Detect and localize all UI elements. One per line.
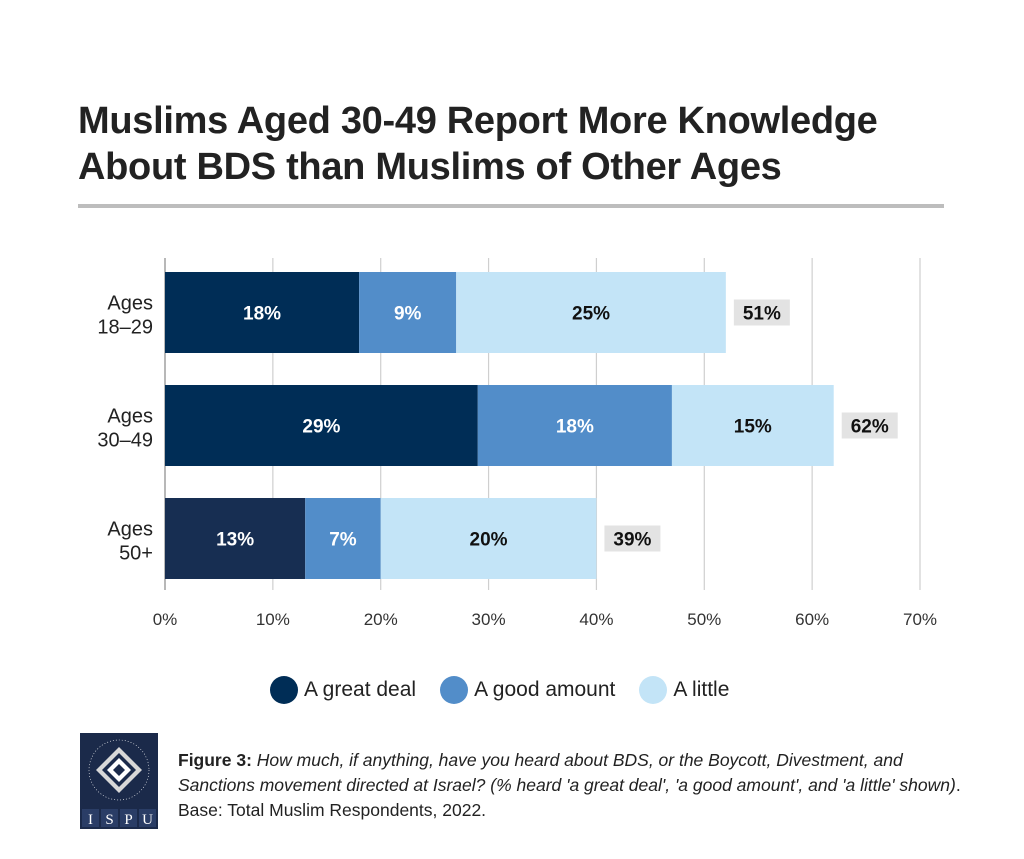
legend: A great deal A good amount A little	[270, 676, 753, 704]
category-label: Ages	[107, 519, 153, 541]
caption-base: . Base: Total Muslim Respondents, 2022.	[178, 775, 961, 820]
legend-item-great-deal: A great deal	[270, 676, 416, 704]
x-tick-label: 10%	[256, 610, 290, 629]
legend-swatch	[440, 676, 469, 704]
category-label: Ages	[107, 406, 153, 428]
total-label: 51%	[743, 304, 781, 325]
category-label: Ages	[107, 293, 153, 315]
total-label: 39%	[613, 530, 651, 551]
data-label: 13%	[216, 530, 254, 551]
category-label: 18–29	[97, 317, 153, 339]
title-line-1: Muslims Aged 30-49 Report More Knowledge	[78, 100, 878, 142]
data-label: 7%	[329, 530, 357, 551]
title-line-2: About BDS than Muslims of Other Ages	[78, 146, 782, 188]
x-tick-label: 60%	[795, 610, 829, 629]
bar-segment	[380, 498, 597, 579]
data-label: 18%	[556, 417, 594, 438]
data-label: 9%	[394, 304, 422, 325]
total-label-bg	[604, 525, 661, 552]
category-label: 30–49	[97, 430, 153, 452]
chart-title: Muslims Aged 30-49 Report More Knowledge…	[78, 98, 958, 190]
legend-swatch	[270, 676, 298, 704]
bar-segment	[165, 385, 478, 466]
x-tick-label: 50%	[687, 610, 721, 629]
x-tick-label: 70%	[903, 610, 937, 629]
svg-text:U: U	[142, 812, 153, 828]
bar-segment	[671, 385, 834, 466]
bar-segment	[165, 272, 360, 353]
legend-label: A great deal	[304, 678, 417, 701]
bar-segment	[305, 498, 381, 579]
x-tick-label: 0%	[153, 610, 178, 629]
total-label-bg	[841, 412, 898, 439]
legend-label: A little	[673, 678, 730, 701]
bar-segment	[165, 498, 306, 579]
category-label: 50+	[119, 543, 153, 565]
ispu-logo-mark: I S P U	[80, 733, 158, 828]
bar-segment	[456, 272, 726, 353]
ispu-logo: I S P U	[80, 733, 158, 829]
svg-text:S: S	[105, 812, 113, 828]
data-label: 18%	[243, 304, 281, 325]
data-label: 29%	[302, 417, 340, 438]
data-label: 25%	[572, 304, 610, 325]
legend-swatch	[639, 676, 668, 704]
svg-text:P: P	[124, 812, 132, 828]
svg-text:I: I	[88, 812, 93, 828]
bar-segment	[477, 385, 672, 466]
legend-item-good-amount: A good amount	[440, 676, 615, 704]
bar-segment	[359, 272, 457, 353]
total-label-bg	[733, 299, 790, 326]
legend-label: A good amount	[474, 678, 616, 701]
caption-question: How much, if anything, have you heard ab…	[178, 750, 956, 795]
x-tick-label: 30%	[472, 610, 506, 629]
data-label: 15%	[734, 417, 772, 438]
x-tick-label: 20%	[364, 610, 398, 629]
caption-label: Figure 3:	[178, 750, 252, 770]
figure-caption: Figure 3: How much, if anything, have yo…	[178, 748, 978, 823]
legend-item-little: A little	[639, 676, 729, 704]
x-tick-label: 40%	[579, 610, 613, 629]
data-label: 20%	[470, 530, 508, 551]
total-label: 62%	[851, 417, 889, 438]
title-divider	[78, 204, 944, 208]
